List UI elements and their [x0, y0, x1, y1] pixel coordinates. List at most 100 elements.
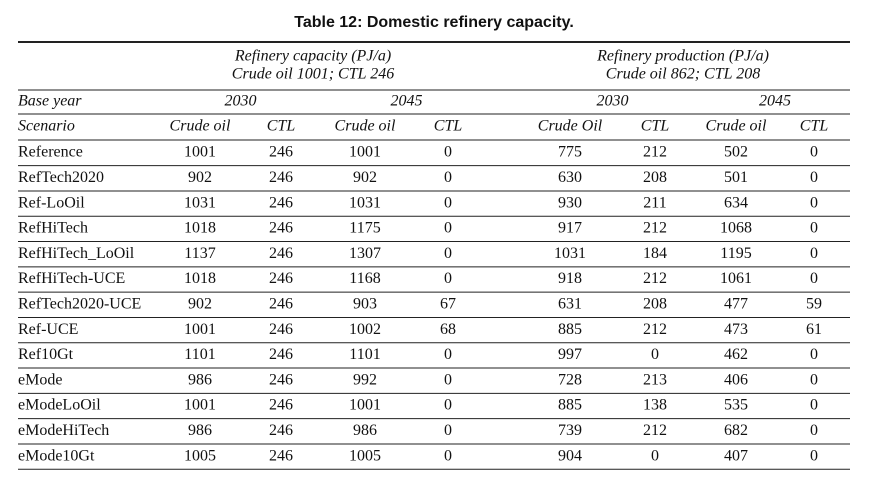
cell: 0 — [810, 422, 818, 439]
cell: 1001 — [184, 397, 216, 414]
column-header: CTL — [267, 118, 296, 135]
cell: 246 — [269, 144, 293, 161]
cell: 0 — [444, 371, 452, 388]
cell: 1005 — [349, 447, 381, 464]
cell: 0 — [444, 169, 452, 186]
cell: 728 — [558, 371, 582, 388]
cell: 246 — [269, 321, 293, 338]
cell: 1031 — [349, 194, 381, 211]
cell: 1001 — [184, 144, 216, 161]
cell: 0 — [810, 169, 818, 186]
cell: 1137 — [184, 245, 215, 262]
cell: 246 — [269, 169, 293, 186]
cell: 59 — [806, 295, 822, 312]
group-title: Refinery capacity (PJ/a) — [234, 48, 391, 65]
cell: 0 — [810, 220, 818, 237]
cell: 1005 — [184, 447, 216, 464]
cell: 477 — [724, 295, 748, 312]
cell: 246 — [269, 422, 293, 439]
cell: 0 — [810, 397, 818, 414]
column-header: Crude Oil — [538, 118, 603, 135]
cell: 1001 — [349, 397, 381, 414]
cell: 1101 — [349, 346, 380, 363]
column-header: Crude oil — [335, 118, 396, 135]
cell: 501 — [724, 169, 748, 186]
cell: 0 — [444, 220, 452, 237]
cell: 246 — [269, 397, 293, 414]
cell: 0 — [810, 371, 818, 388]
scenario-name: eModeLoOil — [18, 397, 101, 414]
scenario-name: eMode — [18, 371, 62, 388]
cell: 212 — [643, 144, 667, 161]
cell: 631 — [558, 295, 582, 312]
cell: 0 — [810, 144, 818, 161]
cell: 0 — [810, 194, 818, 211]
cell: 212 — [643, 270, 667, 287]
scenario-name: Ref-UCE — [18, 321, 78, 338]
cell: 1307 — [349, 245, 381, 262]
cell: 1001 — [184, 321, 216, 338]
cell: 986 — [188, 371, 212, 388]
cell: 0 — [444, 144, 452, 161]
scenario-name: Ref-LoOil — [18, 194, 85, 211]
row-label: Scenario — [18, 118, 75, 135]
column-header: Crude oil — [706, 118, 767, 135]
cell: 682 — [724, 422, 748, 439]
scenario-name: eModeHiTech — [18, 422, 109, 439]
cell: 0 — [810, 346, 818, 363]
cell: 902 — [353, 169, 377, 186]
scenario-name: eMode10Gt — [18, 447, 95, 464]
cell: 246 — [269, 245, 293, 262]
cell: 208 — [643, 295, 667, 312]
cell: 68 — [440, 321, 456, 338]
cell: 1101 — [184, 346, 215, 363]
group-subtitle: Crude oil 1001; CTL 246 — [232, 66, 394, 83]
group-title: Refinery production (PJ/a) — [596, 48, 769, 65]
cell: 211 — [643, 194, 666, 211]
cell: 0 — [810, 245, 818, 262]
cell: 1175 — [349, 220, 380, 237]
cell: 246 — [269, 447, 293, 464]
cell: 0 — [444, 422, 452, 439]
cell: 885 — [558, 397, 582, 414]
cell: 739 — [558, 422, 582, 439]
cell: 208 — [643, 169, 667, 186]
scenario-name: RefHiTech — [18, 220, 88, 237]
year-header: 2030 — [597, 93, 629, 110]
cell: 473 — [724, 321, 748, 338]
cell: 775 — [558, 144, 582, 161]
cell: 1061 — [720, 270, 752, 287]
cell: 0 — [651, 447, 659, 464]
scenario-name: RefTech2020-UCE — [18, 295, 141, 312]
cell: 930 — [558, 194, 582, 211]
cell: 407 — [724, 447, 748, 464]
cell: 1031 — [184, 194, 216, 211]
cell: 1018 — [184, 220, 216, 237]
cell: 0 — [651, 346, 659, 363]
cell: 1001 — [349, 144, 381, 161]
cell: 997 — [558, 346, 582, 363]
cell: 0 — [810, 447, 818, 464]
cell: 246 — [269, 194, 293, 211]
cell: 67 — [440, 295, 456, 312]
cell: 917 — [558, 220, 582, 237]
cell: 1068 — [720, 220, 752, 237]
table-title: Table 12: Domestic refinery capacity. — [294, 14, 574, 31]
cell: 213 — [643, 371, 667, 388]
cell: 184 — [643, 245, 667, 262]
column-header: CTL — [641, 118, 670, 135]
cell: 1168 — [349, 270, 380, 287]
cell: 0 — [444, 270, 452, 287]
cell: 902 — [188, 295, 212, 312]
cell: 212 — [643, 321, 667, 338]
cell: 1031 — [554, 245, 586, 262]
cell: 0 — [444, 194, 452, 211]
row-label: Base year — [18, 93, 82, 110]
cell: 535 — [724, 397, 748, 414]
cell: 0 — [810, 270, 818, 287]
cell: 0 — [444, 447, 452, 464]
cell: 0 — [444, 397, 452, 414]
cell: 634 — [724, 194, 748, 211]
column-header: CTL — [800, 118, 829, 135]
